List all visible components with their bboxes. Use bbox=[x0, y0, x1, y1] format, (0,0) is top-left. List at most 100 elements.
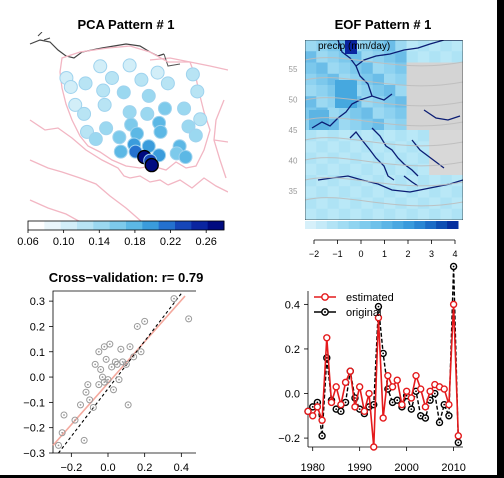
figure-border-bottom bbox=[0, 475, 504, 478]
scatter-point-center bbox=[187, 317, 190, 320]
station-marker bbox=[188, 128, 203, 143]
eof-cell bbox=[316, 141, 328, 153]
series-point-center bbox=[452, 265, 455, 268]
eof-contour bbox=[305, 177, 463, 187]
eof-cell bbox=[451, 141, 463, 153]
series-point-center bbox=[415, 390, 417, 393]
series-point-estimated bbox=[449, 300, 458, 309]
eof-coastline bbox=[337, 40, 462, 67]
series-point-center bbox=[438, 421, 441, 424]
country-border-1 bbox=[29, 159, 143, 223]
pca-colorbar-swatch bbox=[175, 221, 192, 230]
eof-cell bbox=[372, 118, 385, 131]
eof-cell bbox=[305, 208, 317, 220]
eof-cell bbox=[395, 51, 407, 63]
eof-cell bbox=[384, 62, 396, 75]
eof-cell bbox=[384, 163, 396, 176]
series-point-estimated bbox=[440, 385, 448, 393]
country-border-3 bbox=[167, 177, 228, 193]
cv-y-tick-label: 0.0 bbox=[30, 372, 45, 384]
series-point-center bbox=[316, 401, 319, 404]
series-point-center bbox=[339, 410, 342, 413]
scatter-point-center bbox=[125, 363, 128, 366]
pca-colorbar-swatch bbox=[77, 221, 94, 230]
pca-colorbar-tick-label: 0.26 bbox=[195, 236, 216, 248]
station-marker bbox=[185, 67, 200, 82]
eof-colorbar-swatch bbox=[392, 221, 404, 229]
eof-cell bbox=[350, 163, 362, 176]
eof-cell bbox=[451, 130, 463, 142]
cv-y-tick-label: −0.2 bbox=[23, 423, 45, 435]
scatter-point-center bbox=[79, 404, 82, 406]
scatter-point bbox=[55, 441, 62, 449]
series-point-estimated bbox=[370, 443, 378, 451]
eof-y-axis: 35 40 45 50 55 bbox=[289, 65, 298, 196]
scatter-point bbox=[110, 386, 117, 394]
eof-lat-label: 35 bbox=[289, 187, 298, 196]
eof-title: EOF Pattern # 1 bbox=[335, 17, 432, 32]
series-point-center bbox=[321, 434, 323, 437]
eof-cell bbox=[327, 163, 340, 176]
eof-cell bbox=[361, 163, 374, 176]
scatter-point bbox=[126, 343, 134, 351]
series-point-estimated bbox=[398, 400, 406, 409]
station-marker bbox=[153, 124, 168, 139]
eof-cell bbox=[429, 130, 441, 142]
pca-title: PCA Pattern # 1 bbox=[77, 17, 174, 32]
eof-lat-label: 55 bbox=[289, 65, 298, 74]
eof-coastline bbox=[317, 175, 463, 193]
pca-map bbox=[28, 32, 228, 224]
scatter-point-center bbox=[121, 360, 124, 363]
eof-contour bbox=[305, 197, 463, 207]
station-marker bbox=[105, 70, 119, 85]
eof-cell bbox=[316, 96, 328, 108]
kaliningrad-border bbox=[163, 53, 181, 67]
eof-cell bbox=[429, 62, 441, 75]
eof-cell bbox=[338, 208, 351, 220]
eof-cell bbox=[305, 62, 317, 75]
eof-cell bbox=[361, 130, 374, 142]
eof-cell bbox=[361, 107, 374, 120]
series-point-estimated bbox=[313, 403, 322, 411]
eof-cell bbox=[440, 197, 453, 210]
eof-cell bbox=[372, 163, 385, 176]
eof-cell bbox=[372, 62, 385, 75]
eof-cell bbox=[350, 197, 362, 210]
scatter-point bbox=[108, 363, 116, 371]
eof-cell bbox=[429, 186, 441, 198]
series-point-center bbox=[424, 417, 427, 419]
eof-cell bbox=[395, 175, 407, 187]
scatter-point-center bbox=[118, 378, 120, 381]
scatter-point-center bbox=[92, 406, 95, 409]
eof-cell bbox=[429, 118, 441, 131]
eof-cell bbox=[338, 141, 351, 153]
station-marker bbox=[160, 76, 175, 91]
station-marker bbox=[144, 157, 159, 173]
eof-cell bbox=[451, 96, 463, 108]
series-point-estimated bbox=[407, 394, 416, 402]
eof-colorbar: −2 −1 0 1 2 3 4 bbox=[305, 221, 459, 259]
pca-colorbar-tick-label: 0.14 bbox=[89, 236, 110, 248]
eof-coastline bbox=[371, 127, 419, 177]
series-point-estimated bbox=[412, 371, 420, 380]
legend-marker-center bbox=[324, 311, 326, 313]
eof-cell bbox=[417, 141, 430, 153]
cv-x-tick-label: 0.2 bbox=[137, 462, 152, 474]
eof-lat-label: 40 bbox=[289, 157, 298, 166]
eof-cell bbox=[429, 208, 441, 220]
cv-plot-frame bbox=[52, 290, 196, 454]
eof-cell bbox=[327, 175, 340, 187]
scatter-point-center bbox=[140, 350, 142, 353]
eof-cell bbox=[417, 96, 430, 108]
eof-coastline bbox=[349, 131, 395, 181]
eof-cell bbox=[372, 85, 385, 97]
eof-cell bbox=[451, 152, 463, 165]
scatter-point bbox=[77, 401, 84, 409]
eof-cell bbox=[372, 208, 385, 220]
scatter-point bbox=[86, 396, 94, 404]
scatter-point bbox=[97, 365, 105, 373]
country-border-0 bbox=[29, 119, 131, 179]
station-marker bbox=[122, 58, 137, 73]
eof-cell bbox=[384, 197, 396, 210]
